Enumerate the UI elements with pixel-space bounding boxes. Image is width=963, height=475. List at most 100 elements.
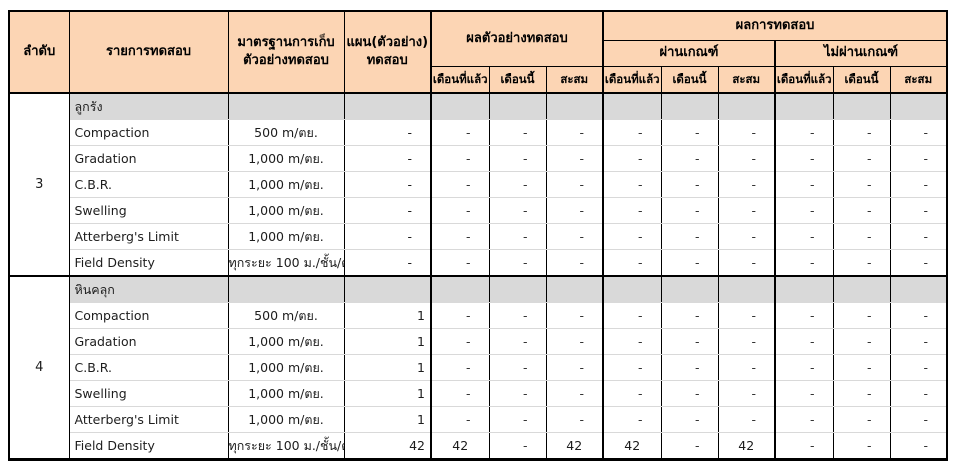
subheader-fail-this-month: เดือนนี้ bbox=[832, 66, 891, 94]
header-col-standard-line1: มาตรฐานการเก็บ bbox=[237, 35, 335, 51]
cell-value: - bbox=[545, 328, 604, 355]
cell-value: - bbox=[430, 223, 490, 250]
cell-value: - bbox=[889, 223, 948, 250]
cell-value: - bbox=[832, 197, 891, 224]
cell-value: - bbox=[660, 119, 719, 146]
cell-standard: 500 m/ตย. bbox=[227, 119, 345, 146]
section-fill-cell bbox=[602, 275, 662, 303]
cell-test-name: Field Density bbox=[68, 249, 229, 277]
cell-value: - bbox=[430, 171, 490, 198]
cell-value: - bbox=[889, 328, 948, 355]
section-fill-cell bbox=[545, 275, 604, 303]
table-row: Gradation 1,000 m/ตย. - - - - - - - - - … bbox=[9, 145, 948, 172]
cell-plan: - bbox=[343, 145, 432, 172]
cell-standard: 1,000 m/ตย. bbox=[227, 145, 345, 172]
cell-value: - bbox=[602, 197, 662, 224]
cell-value: - bbox=[889, 119, 948, 146]
section-fill-cell bbox=[832, 275, 891, 303]
cell-value: - bbox=[717, 223, 776, 250]
cell-value: - bbox=[660, 223, 719, 250]
header-col-standard-line2: ตัวอย่างทดสอบ bbox=[243, 53, 329, 68]
cell-value: - bbox=[545, 380, 604, 407]
cell-value: - bbox=[889, 354, 948, 381]
cell-value: - bbox=[545, 354, 604, 381]
cell-value: - bbox=[832, 302, 891, 329]
cell-plan: - bbox=[343, 223, 432, 250]
table-row: Compaction 500 m/ตย. 1 - - - - - - - - - bbox=[9, 302, 948, 329]
subheader-pass-this-month: เดือนนี้ bbox=[660, 66, 719, 94]
cell-value: - bbox=[774, 354, 834, 381]
cell-value: - bbox=[832, 406, 891, 433]
cell-value: - bbox=[660, 197, 719, 224]
cell-value: - bbox=[488, 354, 547, 381]
cell-value: - bbox=[430, 380, 490, 407]
cell-standard: 1,000 m/ตย. bbox=[227, 171, 345, 198]
cell-value: 42 bbox=[602, 432, 662, 460]
cell-value: - bbox=[430, 197, 490, 224]
cell-value: - bbox=[717, 145, 776, 172]
cell-value: - bbox=[660, 432, 719, 460]
cell-value: - bbox=[660, 145, 719, 172]
cell-test-name: Gradation bbox=[68, 145, 229, 172]
cell-value: - bbox=[488, 302, 547, 329]
subheader-fail-cumulative: สะสม bbox=[889, 66, 948, 94]
section-fill-cell bbox=[343, 275, 432, 303]
cell-value: - bbox=[660, 249, 719, 277]
cell-value: - bbox=[488, 223, 547, 250]
cell-value: 42 bbox=[430, 432, 490, 460]
header-col-no: ลำดับ bbox=[8, 10, 70, 94]
cell-value: - bbox=[717, 406, 776, 433]
cell-value: - bbox=[717, 354, 776, 381]
cell-test-name: Compaction bbox=[68, 119, 229, 146]
header-group-sample-results: ผลตัวอย่างทดสอบ bbox=[430, 10, 604, 67]
cell-value: - bbox=[774, 406, 834, 433]
cell-test-name: Gradation bbox=[68, 328, 229, 355]
cell-value: - bbox=[717, 380, 776, 407]
cell-value: - bbox=[660, 354, 719, 381]
cell-value: - bbox=[660, 302, 719, 329]
section-fill-cell bbox=[488, 92, 547, 120]
cell-value: - bbox=[717, 119, 776, 146]
table-body: 3 ลูกรัง Compaction 500 m/ตย. - - - - - … bbox=[8, 92, 948, 460]
section-header-row: 4 หินคลุก bbox=[8, 275, 948, 460]
cell-test-name: C.B.R. bbox=[68, 354, 229, 381]
cell-plan: 1 bbox=[343, 354, 432, 381]
cell-test-name: Atterberg's Limit bbox=[68, 223, 229, 250]
cell-value: - bbox=[602, 119, 662, 146]
cell-value: - bbox=[430, 354, 490, 381]
table-row: C.B.R. 1,000 m/ตย. - - - - - - - - - - bbox=[9, 171, 948, 198]
cell-value: - bbox=[602, 406, 662, 433]
section-number: 4 bbox=[8, 275, 70, 460]
header-col-test: รายการทดสอบ bbox=[68, 10, 229, 94]
subheader-fail-last-month: เดือนที่แล้ว bbox=[774, 66, 834, 94]
cell-plan: 1 bbox=[343, 302, 432, 329]
cell-value: - bbox=[774, 171, 834, 198]
cell-value: - bbox=[774, 380, 834, 407]
cell-value: - bbox=[889, 406, 948, 433]
cell-value: - bbox=[717, 328, 776, 355]
cell-value: - bbox=[774, 249, 834, 277]
cell-value: - bbox=[889, 432, 948, 460]
cell-value: - bbox=[832, 145, 891, 172]
cell-value: - bbox=[488, 145, 547, 172]
cell-value: 42 bbox=[717, 432, 776, 460]
cell-value: - bbox=[545, 249, 604, 277]
section-fill-cell bbox=[430, 92, 490, 120]
subheader-pass-last-month: เดือนที่แล้ว bbox=[602, 66, 662, 94]
cell-value: - bbox=[488, 406, 547, 433]
cell-value: - bbox=[430, 328, 490, 355]
cell-value: - bbox=[717, 302, 776, 329]
cell-standard: 1,000 m/ตย. bbox=[227, 406, 345, 433]
section-fill-cell bbox=[832, 92, 891, 120]
cell-value: - bbox=[660, 380, 719, 407]
cell-value: - bbox=[430, 249, 490, 277]
table-row: Gradation 1,000 m/ตย. 1 - - - - - - - - … bbox=[9, 328, 948, 355]
cell-value: - bbox=[832, 328, 891, 355]
cell-value: - bbox=[832, 223, 891, 250]
cell-plan: - bbox=[343, 171, 432, 198]
cell-value: - bbox=[545, 223, 604, 250]
cell-value: - bbox=[774, 432, 834, 460]
cell-value: - bbox=[488, 171, 547, 198]
cell-value: - bbox=[602, 380, 662, 407]
cell-value: - bbox=[488, 380, 547, 407]
